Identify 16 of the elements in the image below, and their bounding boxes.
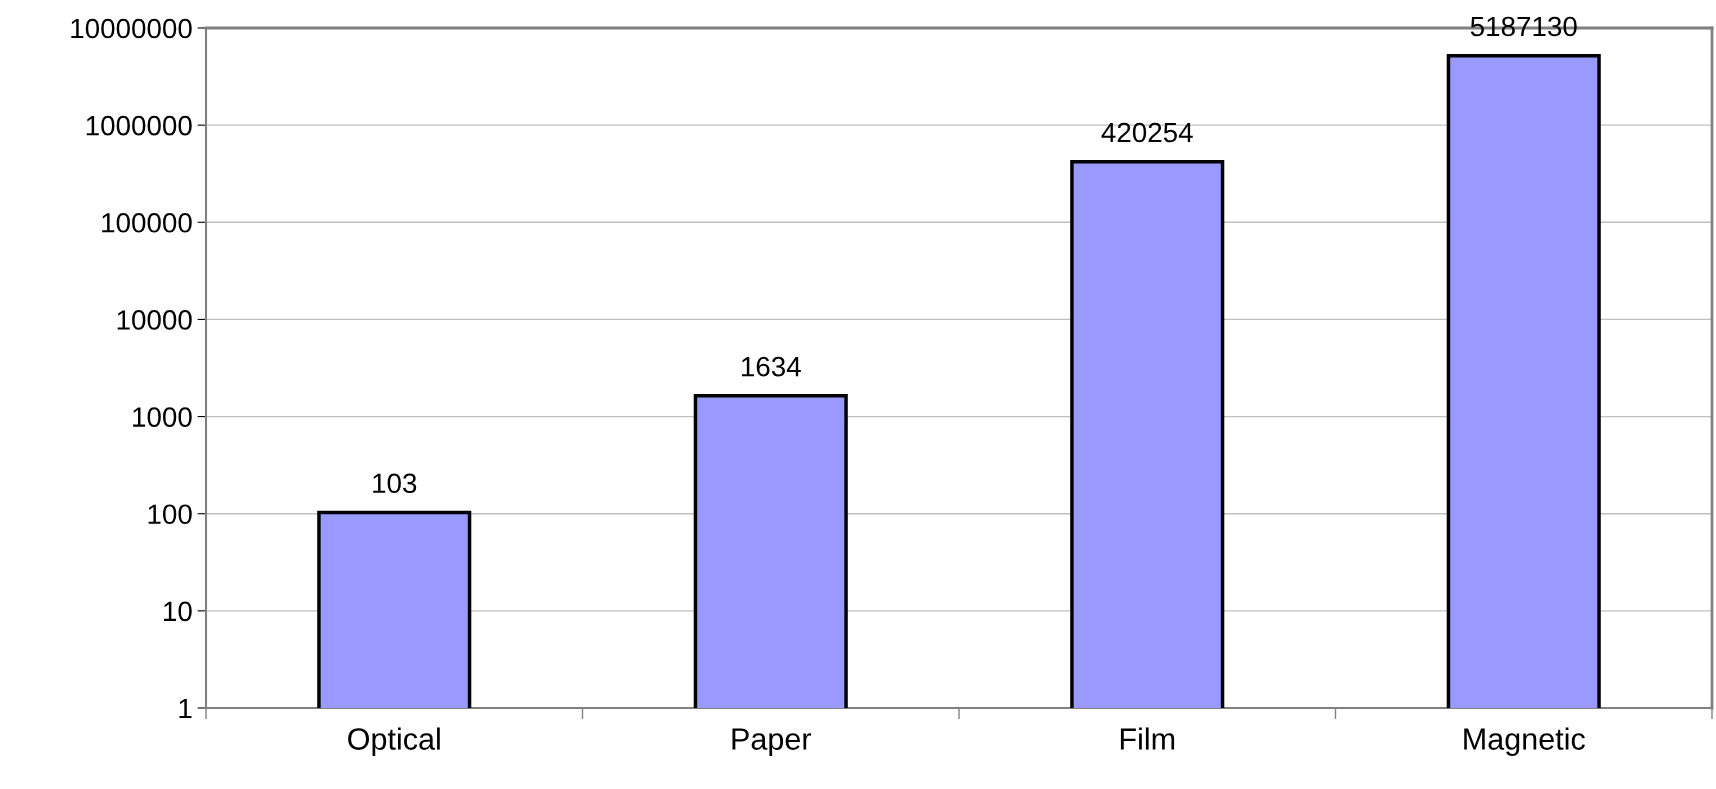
data-label: 1634 [741, 356, 801, 377]
y-tick-label: 1 [179, 698, 192, 719]
y-tick-label: 100000 [102, 212, 192, 233]
data-label: 103 [373, 473, 417, 494]
y-tick-label: 10000000 [71, 18, 192, 39]
y-tick-label: 1000000 [86, 115, 192, 136]
data-label: 420254 [1101, 122, 1193, 143]
y-tick-label: 10 [164, 601, 192, 622]
data-label: 5187130 [1470, 16, 1577, 37]
x-tick-label: Paper [732, 728, 812, 756]
y-tick-label: 10000 [117, 310, 192, 330]
x-tick-label: Film [1120, 727, 1175, 750]
y-tick-label: 1000 [133, 407, 192, 427]
x-tick-label: Magnetic [1464, 727, 1585, 756]
y-tick-label: 100 [148, 504, 192, 525]
x-tick-label: Optical [348, 727, 440, 756]
